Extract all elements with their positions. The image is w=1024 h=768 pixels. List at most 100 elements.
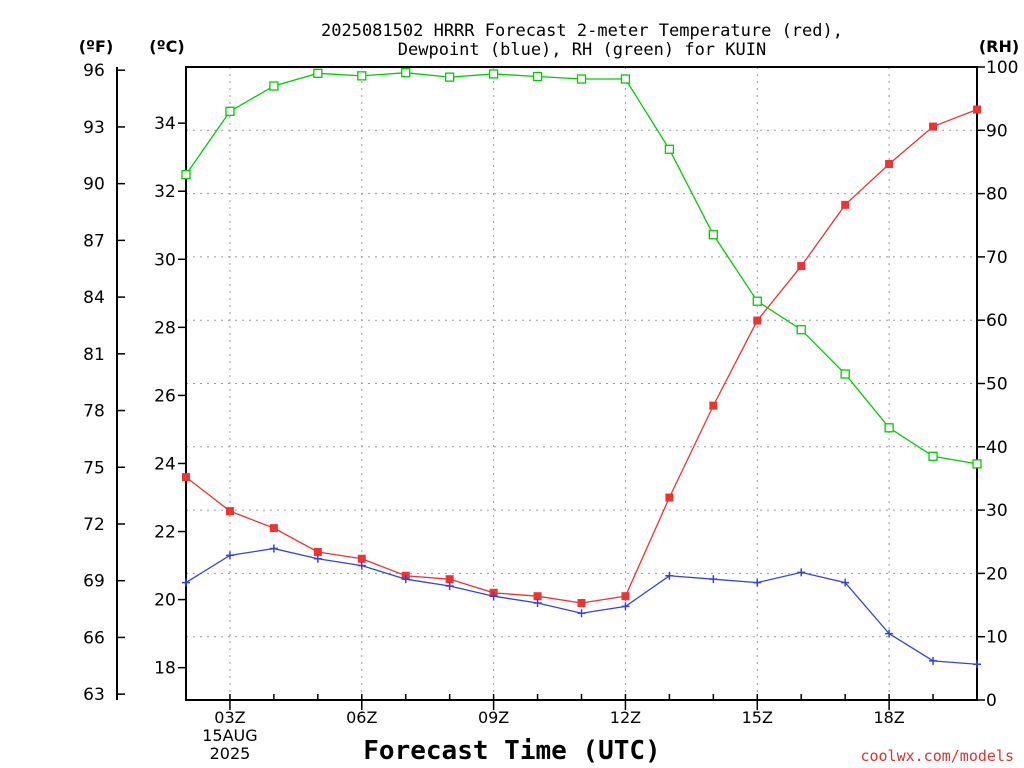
rh-point [708,230,718,240]
x-tick-label: 03Z [214,708,245,727]
chart-title-line-1: 2025081502 HRRR Forecast 2-meter Tempera… [321,21,843,41]
rh-point [884,423,894,433]
rh-series [181,68,982,469]
temperature-point [225,507,234,516]
rh-point [181,169,191,180]
fahrenheit-tick-label: 75 [83,458,105,478]
temperature-point [841,200,850,209]
dewpoint-point [753,578,762,587]
dewpoint-point [709,575,718,584]
temperature-line [185,108,978,604]
fahrenheit-tick-label: 87 [83,231,105,251]
dewpoint-series [182,544,981,669]
dewpoint-point [973,660,981,669]
rh-point [313,68,323,78]
rh-tick-label: 80 [986,185,1008,205]
dewpoint-point [269,544,278,553]
rh-point [269,81,279,91]
fahrenheit-tick-label: 93 [83,118,105,138]
rh-point [972,459,982,469]
temperature-point [357,554,366,563]
celsius-tick-label: 32 [154,182,176,202]
fahrenheit-tick-label: 69 [83,572,105,592]
x-tick-label: 12Z [610,708,641,727]
rh-tick-label: 60 [986,311,1008,331]
rh-tick-label: 20 [986,564,1008,584]
fahrenheit-tick-label: 84 [83,288,105,308]
temperature-point [973,105,981,114]
grid-lines [186,67,977,700]
temperature-point [797,262,806,271]
celsius-tick-label: 20 [154,591,176,611]
dewpoint-point [797,568,806,577]
temperature-point [885,159,894,168]
rh-tick-label: 30 [986,501,1008,521]
rh-tick-label: 100 [986,58,1018,78]
celsius-unit-label: (ºC) [149,37,184,56]
fahrenheit-tick-label: 63 [83,685,105,705]
fahrenheit-tick-label: 78 [83,402,105,422]
dewpoint-point [929,656,938,665]
rh-point [620,74,631,84]
x-date-label: 15AUG [202,726,257,745]
rh-point [664,144,675,154]
fahrenheit-unit-label: (ºF) [79,37,114,56]
temperature-point [709,401,718,410]
rh-point [576,74,587,84]
dewpoint-point [489,592,498,601]
rh-point [928,451,938,461]
data-series [181,68,982,669]
x-tick-label: 18Z [873,708,904,727]
rh-point [401,68,411,78]
celsius-tick-label: 30 [154,250,176,270]
temperature-point [533,592,542,601]
temperature-point [753,316,762,325]
celsius-tick-label: 28 [154,318,176,338]
rh-unit-label: (RH) [979,37,1019,56]
rh-tick-label: 50 [986,375,1008,395]
rh-point [796,325,806,335]
x-date-label: 2025 [210,744,251,763]
dewpoint-point [885,629,894,638]
fahrenheit-tick-label: 72 [83,515,105,535]
dewpoint-point [577,609,586,618]
rh-tick-label: 0 [986,691,997,711]
x-tick-label: 09Z [478,708,509,727]
dewpoint-point [182,578,190,587]
celsius-tick-label: 26 [154,386,176,406]
temperature-point [577,599,586,608]
credit-text: coolwx.com/models [860,747,1014,765]
celsius-tick-label: 24 [154,454,176,474]
rh-line [185,72,978,465]
rh-tick-label: 90 [986,121,1008,141]
fahrenheit-tick-label: 90 [83,175,105,195]
rh-point [488,69,499,79]
temperature-point [182,473,190,482]
dewpoint-point [401,575,410,584]
temperature-series [182,105,981,608]
fahrenheit-tick-label: 96 [83,61,105,81]
rh-point [752,296,762,306]
chart-title-line-2: Dewpoint (blue), RH (green) for KUIN [398,40,766,60]
celsius-tick-label: 34 [154,114,176,134]
rh-point [445,72,455,82]
dewpoint-point [357,561,366,570]
temperature-point [621,592,630,601]
rh-tick-label: 40 [986,438,1008,458]
celsius-tick-label: 22 [154,523,176,543]
rh-point [532,71,543,82]
rh-tick-label: 70 [986,248,1008,268]
temperature-point [445,575,454,584]
temperature-point [665,493,674,502]
fahrenheit-tick-label: 66 [83,628,105,648]
x-tick-label: 15Z [742,708,773,727]
dewpoint-point [841,578,850,587]
fahrenheit-tick-label: 81 [83,345,105,365]
x-tick-label: 06Z [346,708,377,727]
rh-point [357,71,367,81]
celsius-tick-label: 18 [154,659,176,679]
dewpoint-point [665,571,674,580]
rh-tick-label: 10 [986,628,1008,648]
